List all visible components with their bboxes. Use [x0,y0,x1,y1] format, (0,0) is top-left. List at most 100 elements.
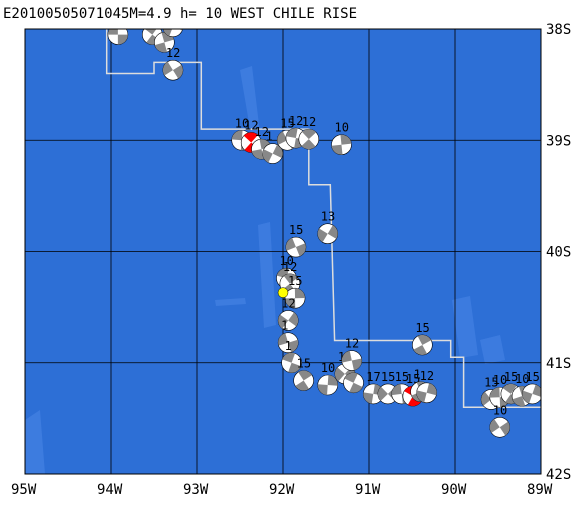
beachball-quadrant [278,333,289,346]
event-label: 10 [235,116,249,130]
focal-mechanism: 10 [317,361,339,396]
event-label: 15 [415,321,429,335]
event-label: 15 [525,370,539,384]
beachball-quadrant [288,362,301,373]
beachball-quadrant [327,375,338,386]
latitude-tick-label: 42S [546,467,571,483]
beachball-quadrant [391,383,402,396]
event-label: 1 [281,319,288,333]
beachball-quadrant [301,129,317,140]
beachball-quadrant [340,134,352,145]
beachball-quadrant [288,339,299,353]
focal-mechanism: 10 [489,403,511,438]
beachball-quadrant [489,387,500,398]
beachball-quadrant [351,358,362,371]
longitude-tick-label: 91W [355,482,381,498]
beachball-quadrant [231,130,243,141]
event-label: 12 [166,46,180,60]
beachball-quadrant [272,144,283,158]
beachball-quadrant [512,396,526,407]
beachball-quadrant [251,149,264,160]
event-label: 17 [366,370,380,384]
event-label: 10 [493,373,507,387]
beachball-quadrant [502,383,517,394]
longitude-tick-label: 95W [11,482,37,498]
focal-mechanism: 1 [262,130,283,164]
beachball-quadrant [407,396,422,407]
beachball-quadrant [285,298,296,309]
event-label: 10 [515,372,529,386]
map-frame [24,28,542,475]
latitude-axis: 38S 39S 40S 41S 42S [546,22,571,483]
beachball-quadrant [294,288,306,299]
focal-mechanism: 15 [522,370,541,405]
focal-mechanism: 15 [412,321,433,356]
beachball-quadrant [285,237,296,251]
event-label: 12 [345,337,359,351]
longitude-tick-label: 89W [527,482,553,498]
focal-mechanism [343,372,364,394]
longitude-tick-label: 90W [441,482,467,498]
beachball-quadrant [489,418,500,433]
event-label: 13 [321,210,335,224]
latitude-tick-label: 39S [546,133,571,149]
beachball-quadrant [282,352,296,363]
beachball-quadrant [499,421,510,436]
beachball-quadrant [334,367,345,382]
focal-mechanism: 17 [362,370,384,405]
event-label: 12 [244,118,258,132]
event-label: 10 [334,121,348,135]
event-label: 10 [321,361,335,375]
beachball-quadrant [117,34,128,45]
longitude-tick-label: 93W [183,482,209,498]
focal-mechanism: 10 [331,121,352,155]
beachball-quadrant [163,29,173,37]
beachball-quadrant [327,225,338,239]
beachball-quadrant [162,61,173,76]
event-label: 15 [395,370,409,384]
event-label: 15 [381,370,395,384]
bathymetry-ridges [25,66,505,474]
event-label: 15 [280,116,294,130]
event-label: 15 [288,274,302,288]
event-label: 15 [504,370,518,384]
beachball-quadrant [522,390,533,404]
event-label: 15 [297,357,311,371]
longitude-axis: 95W 94W 93W 92W 91W 90W 89W [11,482,553,498]
focal-mechanism: 13 [317,210,339,244]
event-label: 12 [255,125,269,139]
beachball-quadrant [277,131,288,145]
beachball-quadrant [344,372,358,383]
focal-mechanism: 12 [416,369,437,404]
beachball-quadrant [426,383,437,396]
event-label: 15 [484,375,498,389]
beachball-quadrant [295,243,306,257]
beachball-quadrant [532,384,541,397]
beachball-quadrant [144,29,157,35]
beachball-quadrant [416,390,427,403]
longitude-tick-label: 94W [97,482,123,498]
beachball-quadrant [481,391,492,406]
focal-mechanism: 15 [107,29,129,45]
beachball-quadrant [298,370,313,381]
focal-mechanism: 1 [281,339,302,374]
beachball-quadrant [413,344,428,355]
map-title: E20100505071045M=4.9 h= 10 WEST CHILE RI… [3,6,357,22]
longitude-tick-label: 92W [269,482,295,498]
beachball-quadrant [107,29,118,35]
beachball-quadrant [278,314,289,329]
beachball-quadrant [349,382,363,393]
beachball-quadrant [377,386,388,401]
event-label: 1 [414,368,421,382]
event-label: 12 [420,369,434,383]
focal-mechanism: 1 [277,319,299,354]
beachball-quadrant [317,384,328,395]
beachball-quadrant [286,128,298,139]
focal-mechanism: 12 [162,46,184,81]
focal-mechanism: 12 [341,337,363,371]
beachball-quadrant [295,380,310,391]
latitude-tick-label: 41S [546,356,571,372]
beachball-quadrant [154,42,168,53]
beachball-quadrant [417,334,432,345]
